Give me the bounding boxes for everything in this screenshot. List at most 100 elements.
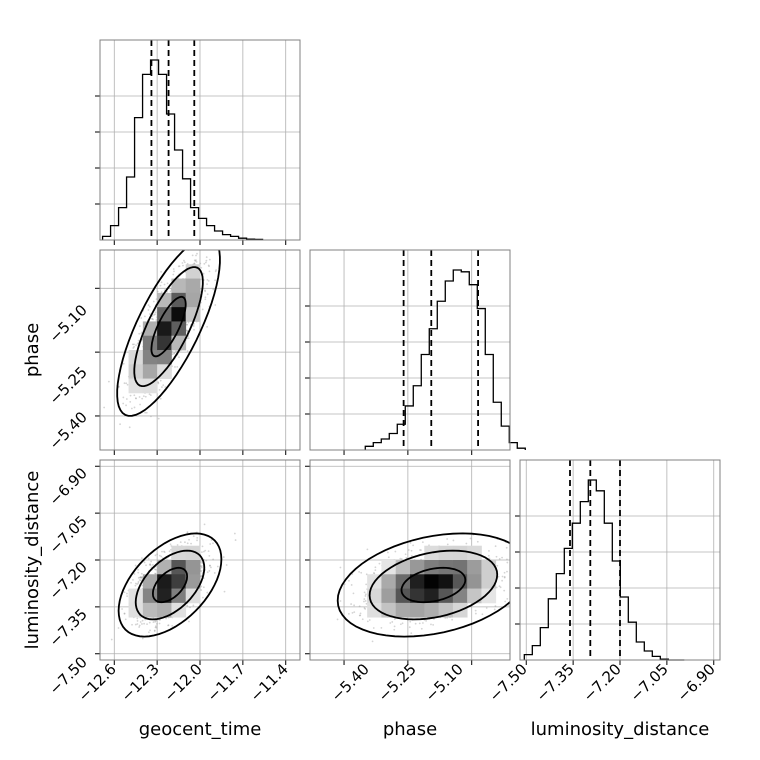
density-cell	[157, 588, 172, 604]
scatter-point	[503, 571, 506, 574]
density-cell	[185, 560, 201, 575]
scatter-point	[207, 279, 210, 282]
scatter-point	[177, 265, 180, 268]
scatter-point	[487, 554, 490, 557]
density-cell	[171, 574, 187, 589]
scatter-point	[167, 624, 169, 627]
scatter-point	[174, 350, 177, 353]
density-cell	[410, 574, 425, 589]
density-cell	[381, 588, 397, 604]
scatter-point	[366, 620, 369, 623]
scatter-point	[141, 637, 144, 640]
scatter-point	[206, 325, 209, 328]
scatter-point	[214, 304, 217, 306]
scatter-point	[393, 628, 396, 631]
scatter-point	[404, 553, 407, 556]
scatter-point	[189, 606, 191, 609]
scatter-point	[204, 298, 207, 301]
scatter-point	[202, 550, 205, 553]
scatter-point	[155, 625, 157, 628]
density-cell	[467, 574, 482, 589]
scatter-point	[474, 609, 477, 612]
scatter-point	[138, 579, 141, 581]
panel-frame	[309, 249, 511, 451]
scatter-point	[336, 618, 339, 621]
scatter-point	[212, 542, 214, 545]
density-cell	[452, 560, 468, 575]
scatter-point	[125, 382, 128, 385]
scatter-point	[136, 583, 139, 586]
scatter-point	[141, 623, 143, 625]
scatter-point	[408, 626, 411, 629]
scatter-point	[149, 629, 151, 632]
scatter-point	[147, 309, 150, 311]
scatter-point	[169, 290, 172, 293]
scatter-point	[140, 576, 142, 579]
scatter-point	[233, 532, 236, 535]
scatter-point	[353, 604, 355, 607]
scatter-point	[409, 542, 412, 544]
scatter-point	[506, 570, 508, 573]
scatter-point	[119, 423, 121, 426]
scatter-point	[363, 598, 366, 600]
scatter-point	[154, 620, 157, 623]
scatter-point	[140, 332, 143, 335]
scatter-point	[148, 305, 151, 308]
scatter-point	[130, 407, 133, 410]
scatter-point	[485, 607, 488, 609]
scatter-point	[143, 561, 146, 564]
panel-frame	[99, 39, 301, 241]
scatter-point	[399, 623, 402, 626]
scatter-point	[141, 397, 144, 400]
scatter-point	[138, 325, 141, 328]
scatter-point	[391, 621, 394, 623]
scatter-point	[373, 572, 375, 574]
scatter-point	[503, 575, 506, 578]
density-cell	[467, 560, 482, 575]
scatter-point	[187, 337, 190, 340]
scatter-point	[343, 583, 346, 586]
scatter-point	[126, 595, 129, 598]
scatter-point	[409, 620, 412, 623]
scatter-point	[378, 562, 381, 565]
scatter-point	[138, 626, 141, 628]
scatter-point	[495, 586, 498, 589]
scatter-point	[192, 604, 195, 607]
scatter-point	[504, 600, 507, 603]
scatter-point	[481, 613, 484, 616]
scatter-point	[412, 544, 415, 547]
scatter-point	[193, 259, 196, 262]
scatter-point	[204, 289, 206, 292]
scatter-point	[200, 266, 203, 269]
histogram-luminosity_distance	[523, 479, 685, 661]
scatter-point	[138, 624, 141, 627]
scatter-point	[134, 584, 137, 587]
scatter-point	[196, 537, 199, 539]
scatter-point	[200, 278, 202, 281]
density-cell	[157, 574, 172, 589]
scatter-point	[215, 269, 218, 271]
scatter-point	[149, 394, 152, 397]
scatter-point	[234, 539, 237, 541]
scatter-point	[129, 400, 132, 403]
scatter-point	[359, 612, 362, 615]
scatter-point	[122, 396, 125, 399]
scatter-point	[201, 308, 204, 311]
density-cell	[481, 560, 497, 575]
scatter-point	[210, 566, 212, 569]
scatter-point	[139, 576, 142, 579]
xlabel-geocent-time: geocent_time	[139, 719, 262, 740]
density-cell	[395, 560, 411, 575]
scatter-point	[494, 605, 497, 607]
scatter-point	[358, 614, 361, 617]
scatter-point	[418, 622, 421, 625]
scatter-point	[192, 325, 195, 327]
scatter-point	[165, 617, 167, 620]
scatter-point	[373, 572, 376, 575]
scatter-point	[501, 575, 504, 578]
scatter-point	[148, 563, 151, 566]
scatter-point	[152, 563, 154, 566]
scatter-point	[139, 579, 142, 582]
density-cell	[381, 574, 397, 589]
scatter-point	[206, 293, 209, 296]
